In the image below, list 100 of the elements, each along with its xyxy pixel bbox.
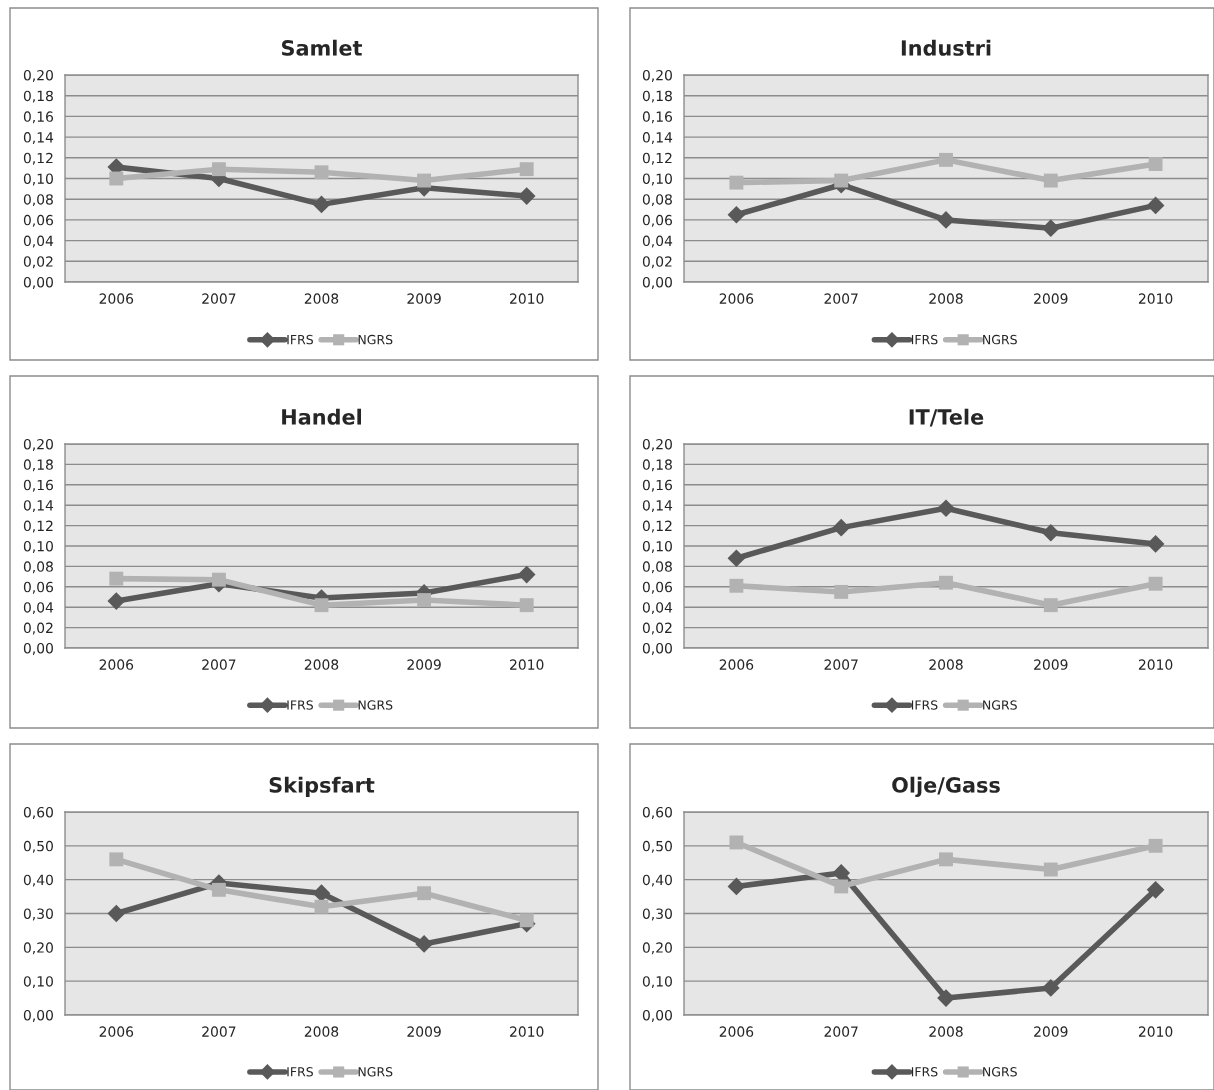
x-tick-label: 2006 [719, 1026, 754, 1037]
x-tick-label: 2008 [929, 293, 963, 304]
y-tick-label: 0,02 [642, 622, 672, 635]
point [314, 598, 329, 613]
chart-title: Handel [282, 408, 361, 425]
point [415, 935, 433, 953]
y-tick-label: 0,20 [642, 69, 672, 82]
x-tick-label: 2008 [304, 293, 339, 304]
y-tick-label: 0,12 [23, 152, 53, 165]
y-tick-label: 0,60 [23, 806, 53, 819]
x-tick-label: 2006 [99, 1026, 134, 1037]
y-tick-label: 0,60 [642, 806, 672, 819]
legend-label: IFRS [287, 334, 313, 345]
x-tick-label: 2010 [1138, 1026, 1173, 1037]
y-tick-label: 0,08 [23, 561, 53, 574]
y-tick-label: 0,10 [642, 976, 672, 989]
x-tick-label: 2010 [510, 1026, 544, 1037]
y-tick-label: 0,06 [642, 581, 673, 594]
x-tick-label: 2008 [304, 659, 339, 670]
y-tick-label: 0,04 [642, 235, 673, 248]
point [1146, 196, 1165, 215]
y-tick-label: 0,00 [23, 642, 53, 655]
y-tick-label: 0,06 [23, 581, 54, 594]
y-tick-label: 0,18 [642, 459, 672, 472]
y-tick-label: 0,12 [642, 152, 672, 165]
point [832, 864, 851, 882]
point [417, 173, 432, 188]
point [937, 989, 955, 1007]
point [519, 598, 534, 613]
y-tick-label: 0,10 [23, 540, 53, 553]
y-tick-label: 0,40 [23, 874, 53, 887]
x-tick-label: 2008 [929, 1026, 963, 1037]
x-tick-label: 2009 [1034, 659, 1068, 670]
x-tick-label: 2007 [202, 293, 236, 304]
y-tick-label: 0,04 [642, 602, 673, 615]
point [1043, 862, 1058, 877]
point [939, 152, 953, 167]
y-tick-label: 0,08 [642, 561, 672, 574]
point [1148, 838, 1163, 853]
y-tick-label: 0,02 [23, 622, 53, 635]
y-tick-label: 0,16 [642, 111, 673, 124]
point [107, 592, 126, 610]
y-tick-label: 0,00 [642, 642, 672, 655]
y-tick-label: 0,12 [642, 520, 672, 533]
y-tick-label: 0,30 [642, 908, 672, 921]
y-tick-label: 0,00 [642, 1009, 672, 1022]
point [1043, 598, 1058, 613]
x-tick-label: 2010 [1138, 293, 1173, 304]
y-tick-label: 0,50 [23, 840, 53, 853]
y-tick-label: 0,18 [642, 90, 672, 103]
x-tick-label: 2007 [202, 1026, 236, 1037]
point [727, 205, 746, 224]
chart-title: Olje/Gass [892, 776, 1000, 798]
legend-label: IFRS [911, 700, 938, 710]
y-tick-label: 0,20 [642, 438, 672, 451]
legend-label: NGRS [358, 700, 393, 710]
y-tick-label: 0,10 [23, 976, 53, 989]
y-tick-label: 0,16 [23, 479, 54, 492]
x-tick-label: 2009 [407, 659, 441, 670]
y-tick-label: 0,04 [23, 602, 54, 615]
y-tick-label: 0,20 [23, 438, 53, 451]
point [727, 549, 746, 568]
y-tick-label: 0,50 [642, 840, 672, 853]
x-tick-label: 2009 [1034, 293, 1068, 304]
y-tick-label: 0,08 [642, 194, 672, 207]
x-tick-label: 2009 [407, 1026, 441, 1037]
legend-label: IFRS [287, 700, 313, 710]
point [109, 571, 124, 586]
point [109, 171, 124, 186]
y-tick-label: 0,18 [23, 459, 53, 472]
y-tick-label: 0,18 [23, 90, 53, 103]
y-tick-label: 0,10 [23, 173, 53, 186]
y-tick-label: 0,40 [642, 874, 672, 887]
y-tick-label: 0,00 [23, 276, 53, 289]
legend-label: NGRS [983, 700, 1017, 710]
y-tick-label: 0,14 [642, 500, 673, 513]
point [727, 877, 746, 896]
point [211, 162, 226, 177]
point [1148, 157, 1163, 171]
legend-label: IFRS [911, 334, 938, 345]
legend-label: IFRS [287, 1067, 313, 1077]
point [729, 578, 744, 593]
x-tick-label: 2006 [99, 659, 134, 670]
point [417, 593, 432, 607]
y-tick-label: 0,10 [642, 540, 672, 553]
point [939, 575, 953, 590]
x-tick-label: 2007 [824, 293, 858, 304]
point [1148, 576, 1163, 591]
legend-label: NGRS [983, 1067, 1017, 1077]
point [834, 173, 849, 188]
point [417, 886, 432, 901]
y-tick-label: 0,02 [23, 256, 53, 269]
point [519, 162, 534, 177]
point [937, 211, 955, 229]
y-tick-label: 0,20 [23, 942, 53, 955]
y-tick-label: 0,10 [642, 173, 672, 186]
point [1043, 173, 1058, 188]
x-tick-label: 2006 [99, 293, 134, 304]
y-tick-label: 0,06 [23, 214, 54, 227]
chart-title: Industri [901, 39, 991, 56]
